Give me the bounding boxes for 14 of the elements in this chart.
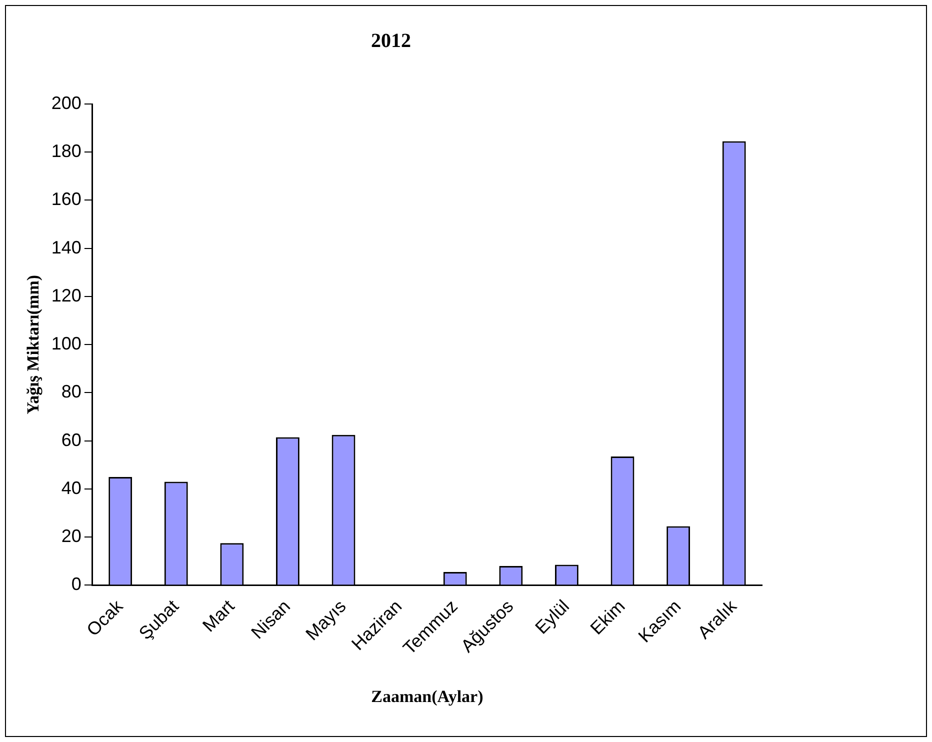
y-tick-label: 0 xyxy=(71,574,82,594)
chart-title: 2012 xyxy=(371,30,411,52)
y-tick-label: 60 xyxy=(61,430,82,450)
x-axis-title: Zaaman(Aylar) xyxy=(371,687,484,706)
y-tick-label: 200 xyxy=(51,92,82,113)
y-tick-label: 80 xyxy=(61,382,82,402)
y-tick-label: 100 xyxy=(51,334,82,354)
y-tick-label: 120 xyxy=(51,285,82,306)
y-axis-title: Yağış Miktarı(mm) xyxy=(24,274,43,414)
y-tick-label: 160 xyxy=(51,189,82,210)
y-tick-label: 20 xyxy=(61,526,82,546)
y-tick-label: 140 xyxy=(51,237,82,258)
y-tick-label: 40 xyxy=(61,478,82,498)
y-tick-label: 180 xyxy=(51,141,82,162)
